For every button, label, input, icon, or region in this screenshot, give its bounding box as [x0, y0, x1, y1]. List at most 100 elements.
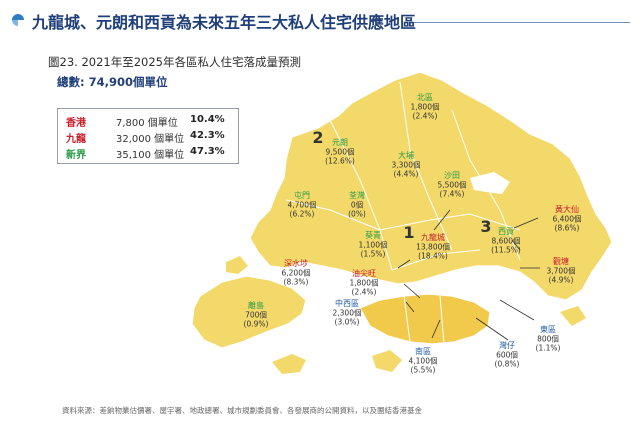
district-units: 600個 [496, 350, 518, 360]
district-name: 觀塘 [553, 256, 569, 266]
district-label: 葵青1,100個(1.5%) [359, 230, 388, 259]
district-share: (12.6%) [325, 157, 355, 166]
region-summary-table: 香港 7,800 個單位 10.4% 九龍 32,000 個單位 42.3% 新… [57, 108, 239, 164]
district-share: (7.4%) [440, 190, 465, 199]
figure-caption: 圖23. 2021年至2025年各區私人住宅落成量預測 [48, 55, 301, 69]
district-share: (1.1%) [536, 344, 561, 353]
map-lantau [191, 275, 307, 349]
district-units: 0個 [351, 200, 363, 210]
district-label: 元朗9,500個(12.6%) 2 [312, 128, 354, 166]
map-hong-kong-island [359, 293, 491, 345]
district-label: 屯門4,700個(6.2%) [288, 190, 317, 219]
map-island-2 [272, 354, 306, 374]
district-name: 西貢 [498, 227, 514, 236]
district-share: (1.5%) [361, 250, 386, 259]
summary-region-share: 47.3% [190, 146, 225, 157]
summary-region-units: 32,000 個單位 [116, 134, 185, 145]
district-share: (3.0%) [335, 318, 360, 327]
page-title: 九龍城、元朗和西貢為未來五年三大私人住宅供應地區 [32, 13, 417, 32]
district-units: 6,400個 [553, 214, 582, 224]
section-marker-icon [12, 14, 24, 26]
summary-region-name: 香港 [66, 118, 86, 129]
district-units: 3,300個 [392, 160, 421, 170]
district-units: 1,100個 [359, 240, 388, 250]
page-header: 九龍城、元朗和西貢為未來五年三大私人住宅供應地區 [0, 0, 640, 40]
district-name: 深水埗 [284, 258, 308, 268]
source-note: 資料來源：差餉物業估價署、屋宇署、地政總署、城市規劃委員會、各發展商的公開資料，… [62, 406, 422, 415]
district-share: (0.9%) [244, 320, 269, 329]
district-name: 灣仔 [499, 340, 515, 350]
district-units: 13,800個 [416, 242, 450, 252]
district-share: (18.4%) [418, 252, 448, 261]
district-share: (8.6%) [555, 224, 580, 233]
map-island-1 [226, 256, 248, 274]
district-label: 西貢8,600個(11.5%) 3 [480, 217, 520, 255]
district-name: 離島 [248, 300, 264, 310]
district-units: 1,800個 [411, 102, 440, 112]
map-island-3 [372, 350, 402, 372]
district-rank-number: 1 [403, 223, 414, 242]
district-units: 4,100個 [409, 356, 438, 366]
district-rank-number: 3 [480, 217, 491, 236]
leader-lines [397, 209, 540, 341]
district-share: (4.9%) [549, 276, 574, 285]
district-name: 屯門 [294, 190, 310, 200]
district-units: 1,800個 [350, 278, 379, 288]
district-share: (5.5%) [411, 366, 436, 375]
summary-row-new-territories: 新界 35,100 個單位 47.3% [58, 146, 238, 162]
district-name: 黃大仙 [555, 204, 579, 214]
total-units: 總數: 74,900個單位 [57, 75, 168, 89]
district-share: (8.3%) [284, 278, 309, 287]
district-name: 東區 [540, 324, 556, 334]
summary-region-share: 10.4% [190, 114, 225, 125]
district-name: 南區 [415, 346, 431, 356]
district-label: 觀塘3,700個(4.9%) [547, 256, 576, 285]
district-share: (0.8%) [495, 360, 520, 369]
district-share: (2.4%) [352, 288, 377, 297]
summary-region-name: 九龍 [66, 134, 86, 145]
header-divider [414, 22, 630, 23]
district-name: 葵青 [365, 230, 381, 240]
map-new-territories [249, 71, 613, 301]
district-units: 9,500個 [326, 147, 355, 157]
summary-region-share: 42.3% [190, 130, 225, 141]
district-name: 油尖旺 [352, 268, 376, 278]
district-units: 2,300個 [333, 308, 362, 318]
district-share: (2.4%) [413, 112, 438, 121]
district-units: 3,700個 [547, 266, 576, 276]
district-units: 700個 [245, 310, 267, 320]
district-label: 沙田5,500個(7.4%) [438, 171, 467, 199]
district-label: 大埔3,300個(4.4%) [392, 150, 421, 179]
district-label: 北區1,800個(2.4%) [411, 93, 440, 121]
district-share: (4.4%) [394, 170, 419, 179]
district-share: (6.2%) [290, 210, 315, 219]
district-name: 北區 [417, 93, 433, 102]
district-rank-number: 2 [312, 128, 323, 147]
district-share: (11.5%) [491, 246, 521, 255]
map-island-5 [560, 306, 586, 326]
district-units: 6,200個 [282, 268, 311, 278]
district-name: 九龍城 [421, 232, 445, 242]
district-name: 大埔 [398, 150, 414, 160]
district-name: 荃灣 [349, 190, 365, 200]
district-units: 8,600個 [492, 236, 521, 246]
district-boundaries [285, 81, 521, 345]
summary-region-units: 7,800 個單位 [116, 118, 178, 129]
district-name: 中西區 [335, 298, 359, 308]
district-name: 沙田 [444, 171, 460, 180]
summary-region-name: 新界 [66, 150, 86, 161]
district-units: 5,500個 [438, 180, 467, 190]
summary-row-kowloon: 九龍 32,000 個單位 42.3% [58, 130, 238, 146]
district-name: 元朗 [332, 137, 348, 147]
district-units: 800個 [537, 334, 559, 344]
